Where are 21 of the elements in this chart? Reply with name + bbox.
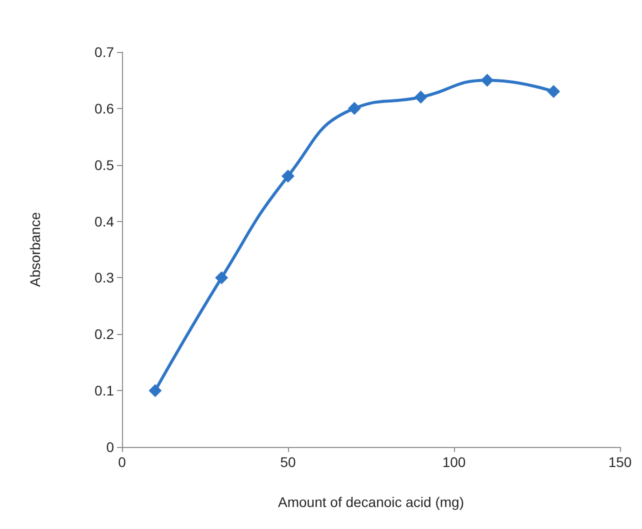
x-tick-label: 50 [280,454,296,470]
point [215,271,228,284]
y-tick-label: 0.1 [94,382,114,399]
x-tick-label: 0 [118,454,126,470]
y-tick-label: 0.7 [94,44,114,60]
point [148,384,162,398]
y-tick-label: 0.3 [94,270,114,286]
y-tick-label: 0 [106,439,114,455]
point [282,170,294,183]
y-tick-label: 0.6 [94,100,114,116]
point [547,85,560,98]
y-tick-label: 0.5 [94,156,114,173]
y-axis-title: Absorbance [27,212,43,287]
x-axis-title: Amount of decanoic acid (mg) [278,494,464,510]
point [414,90,428,104]
point [480,74,494,87]
y-tick-label: 0.4 [94,213,114,230]
x-tick-label: 100 [442,454,466,470]
point [348,102,361,115]
y-tick-label: 0.2 [94,326,114,342]
x-tick-label: 150 [608,454,632,470]
